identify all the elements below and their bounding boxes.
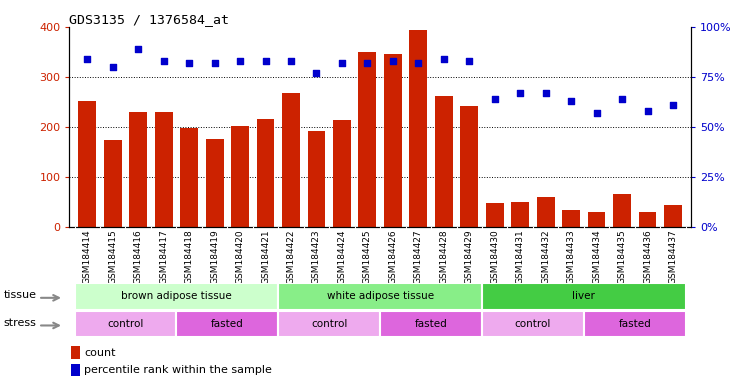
Point xyxy=(362,60,374,66)
Text: control: control xyxy=(107,319,144,329)
Point xyxy=(387,58,398,64)
Text: GSM184426: GSM184426 xyxy=(388,230,398,285)
Text: GSM184417: GSM184417 xyxy=(159,230,168,285)
Text: GSM184415: GSM184415 xyxy=(108,230,117,285)
Bar xyxy=(181,128,198,227)
Text: tissue: tissue xyxy=(4,290,37,300)
Point xyxy=(234,58,246,64)
Text: brown adipose tissue: brown adipose tissue xyxy=(121,291,232,301)
Text: GSM184418: GSM184418 xyxy=(185,230,194,285)
Point xyxy=(107,64,118,70)
Bar xyxy=(409,30,427,227)
Bar xyxy=(104,140,121,227)
Bar xyxy=(380,311,482,338)
Text: GSM184432: GSM184432 xyxy=(541,230,550,285)
Text: GSM184424: GSM184424 xyxy=(338,230,346,284)
Point xyxy=(463,58,475,64)
Bar xyxy=(72,364,80,376)
Text: percentile rank within the sample: percentile rank within the sample xyxy=(84,365,272,375)
Point xyxy=(642,108,654,114)
Text: GDS3135 / 1376584_at: GDS3135 / 1376584_at xyxy=(69,13,230,26)
Text: fasted: fasted xyxy=(211,319,243,329)
Bar xyxy=(639,212,656,227)
Point xyxy=(539,90,551,96)
Text: GSM184422: GSM184422 xyxy=(287,230,295,284)
Point xyxy=(132,46,144,52)
Bar xyxy=(482,311,584,338)
Bar xyxy=(537,197,555,227)
Point xyxy=(336,60,348,66)
Bar xyxy=(435,96,452,227)
Text: GSM184430: GSM184430 xyxy=(491,230,499,285)
Point xyxy=(158,58,170,64)
Point xyxy=(311,70,322,76)
Text: GSM184436: GSM184436 xyxy=(643,230,652,285)
Point xyxy=(183,60,195,66)
Text: GSM184427: GSM184427 xyxy=(414,230,423,285)
Point xyxy=(616,96,628,102)
Text: GSM184429: GSM184429 xyxy=(465,230,474,285)
Bar xyxy=(279,283,482,310)
Point xyxy=(489,96,501,102)
Text: GSM184433: GSM184433 xyxy=(567,230,575,285)
Bar xyxy=(257,119,274,227)
Text: GSM184420: GSM184420 xyxy=(235,230,245,285)
Text: fasted: fasted xyxy=(414,319,447,329)
Point xyxy=(438,56,450,62)
Bar xyxy=(308,131,325,227)
Bar xyxy=(384,54,402,227)
Text: stress: stress xyxy=(4,318,37,328)
Point xyxy=(209,60,221,66)
Text: white adipose tissue: white adipose tissue xyxy=(327,291,433,301)
Bar xyxy=(664,205,682,227)
Text: GSM184414: GSM184414 xyxy=(83,230,92,285)
Point xyxy=(565,98,577,104)
Bar xyxy=(176,311,279,338)
Bar xyxy=(486,203,504,227)
Bar xyxy=(333,120,351,227)
Bar xyxy=(205,139,224,227)
Point xyxy=(285,58,297,64)
Bar xyxy=(358,52,376,227)
Bar xyxy=(78,101,96,227)
Bar xyxy=(75,311,176,338)
Text: control: control xyxy=(515,319,551,329)
Point xyxy=(591,110,602,116)
Point xyxy=(667,102,679,108)
Text: count: count xyxy=(84,348,115,358)
Bar xyxy=(155,113,173,227)
Bar xyxy=(279,311,380,338)
Text: GSM184428: GSM184428 xyxy=(439,230,448,285)
Text: GSM184419: GSM184419 xyxy=(210,230,219,285)
Bar xyxy=(282,93,300,227)
Text: GSM184431: GSM184431 xyxy=(515,230,525,285)
Point xyxy=(260,58,271,64)
Text: fasted: fasted xyxy=(618,319,651,329)
Bar xyxy=(231,126,249,227)
Text: GSM184423: GSM184423 xyxy=(312,230,321,285)
Bar xyxy=(72,346,80,359)
Text: GSM184437: GSM184437 xyxy=(668,230,678,285)
Text: GSM184434: GSM184434 xyxy=(592,230,601,285)
Bar xyxy=(588,212,605,227)
Bar xyxy=(613,194,631,227)
Text: GSM184425: GSM184425 xyxy=(363,230,372,285)
Bar xyxy=(461,106,478,227)
Text: liver: liver xyxy=(572,291,595,301)
Text: control: control xyxy=(311,319,347,329)
Bar xyxy=(75,283,279,310)
Bar xyxy=(129,113,147,227)
Point xyxy=(515,90,526,96)
Text: GSM184421: GSM184421 xyxy=(261,230,270,285)
Bar xyxy=(511,202,529,227)
Bar xyxy=(482,283,686,310)
Bar xyxy=(562,210,580,227)
Text: GSM184435: GSM184435 xyxy=(618,230,626,285)
Point xyxy=(81,56,93,62)
Point xyxy=(412,60,424,66)
Text: GSM184416: GSM184416 xyxy=(134,230,143,285)
Bar xyxy=(584,311,686,338)
